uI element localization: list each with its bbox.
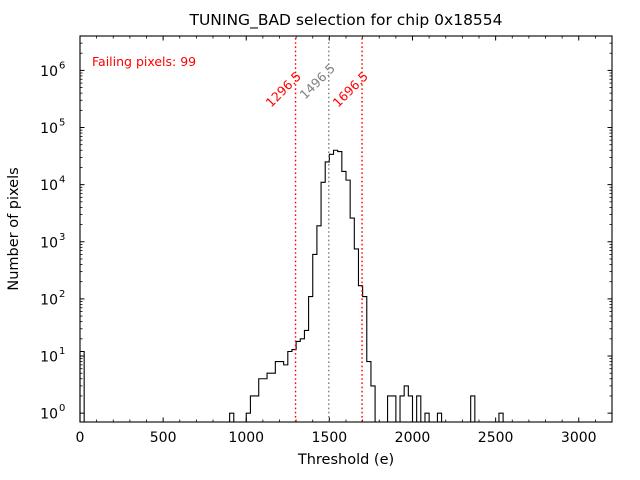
- y-tick-label: 10: [40, 292, 58, 308]
- y-axis-minor-ticks: [80, 35, 612, 397]
- y-tick-label: 10: [40, 235, 58, 251]
- failing-pixels-annotation: Failing pixels: 99: [92, 54, 196, 69]
- x-tick-label: 2000: [395, 430, 431, 446]
- y-tick-exponent: 5: [59, 118, 65, 129]
- x-axis-ticks: 0 500 1000 1500 2000 2500 3000: [76, 36, 613, 446]
- y-tick-exponent: 0: [59, 403, 65, 414]
- x-tick-label: 1000: [228, 430, 264, 446]
- x-axis-label: Threshold (e): [297, 452, 394, 468]
- x-tick-label: 1500: [312, 430, 348, 446]
- chart-title: TUNING_BAD selection for chip 0x18554: [188, 11, 502, 30]
- y-axis-label: Number of pixels: [6, 167, 22, 290]
- y-tick-exponent: 1: [59, 346, 65, 357]
- y-tick-label: 10: [40, 178, 58, 194]
- histogram-step-line: [79, 149, 504, 422]
- y-tick-exponent: 4: [59, 175, 65, 186]
- x-tick-label: 2500: [478, 430, 514, 446]
- threshold-marker-lines: [294, 38, 363, 422]
- y-tick-exponent: 2: [59, 289, 65, 300]
- x-tick-label: 3000: [561, 430, 597, 446]
- y-tick-label: 10: [40, 407, 58, 423]
- y-tick-exponent: 6: [59, 60, 65, 71]
- y-tick-label: 10: [40, 121, 58, 137]
- y-tick-exponent: 3: [59, 232, 65, 243]
- y-tick-label: 10: [40, 350, 58, 366]
- vline-high-label: 1696.5: [330, 69, 372, 111]
- x-tick-label: 500: [150, 430, 177, 446]
- x-tick-label: 0: [76, 430, 85, 446]
- y-tick-label: 10: [40, 64, 58, 80]
